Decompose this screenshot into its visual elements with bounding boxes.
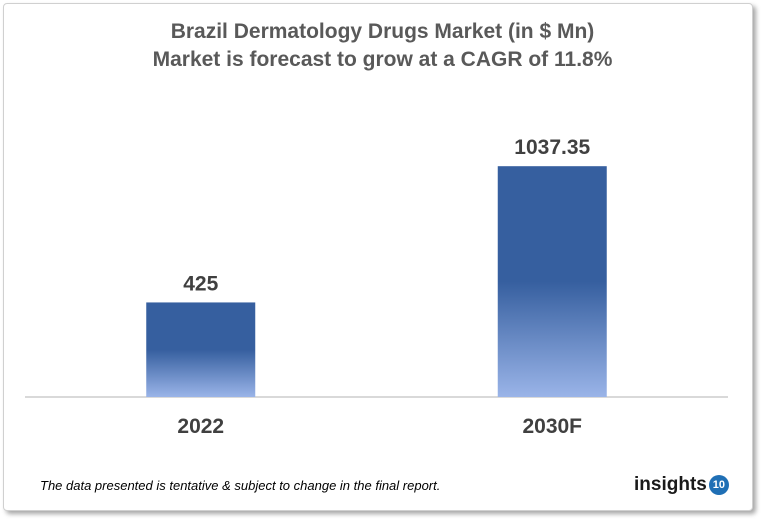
data-label: 425 — [183, 272, 218, 295]
disclaimer-note: The data presented is tentative & subjec… — [40, 478, 441, 493]
data-label: 1037.35 — [514, 136, 590, 159]
bar-2022 — [146, 302, 256, 397]
insights10-logo: insights 10 — [634, 474, 729, 496]
bar-2030F — [497, 166, 607, 397]
x-tick-label: 2030F — [522, 415, 582, 438]
chart-title: Brazil Dermatology Drugs Market (in $ Mn… — [170, 20, 595, 43]
logo-number: 10 — [708, 475, 729, 495]
chart-card — [3, 3, 753, 511]
x-tick-label: 2022 — [177, 415, 224, 438]
logo-text: insights — [634, 474, 707, 495]
chart-subtitle: Market is forecast to grow at a CAGR of … — [152, 48, 613, 71]
